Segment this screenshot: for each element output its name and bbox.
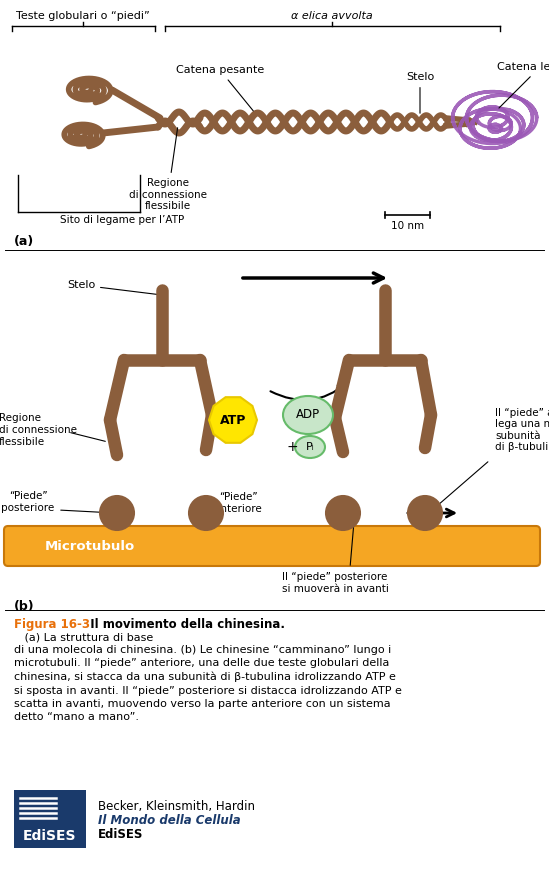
Text: Il “piede” posteriore
si muoverà in avanti: Il “piede” posteriore si muoverà in avan… — [282, 572, 389, 594]
Text: Stelo: Stelo — [67, 280, 159, 295]
Circle shape — [408, 496, 442, 530]
FancyBboxPatch shape — [4, 526, 540, 566]
Text: “Piede”
anteriore: “Piede” anteriore — [214, 492, 262, 514]
Text: Regione
di connessione
flessibile: Regione di connessione flessibile — [0, 414, 77, 446]
Text: Pᵢ: Pᵢ — [306, 442, 315, 452]
Text: Teste globulari o “piedi”: Teste globulari o “piedi” — [16, 11, 150, 21]
Text: (b): (b) — [14, 600, 35, 613]
Text: “Piede”
posteriore: “Piede” posteriore — [2, 491, 54, 513]
Bar — [14, 790, 86, 848]
Text: Catena leggera: Catena leggera — [497, 62, 549, 108]
Text: ADP: ADP — [296, 408, 320, 422]
Text: Il Mondo della Cellula: Il Mondo della Cellula — [98, 814, 240, 827]
Text: Figura 16-3: Figura 16-3 — [14, 618, 90, 631]
Ellipse shape — [283, 396, 333, 434]
Text: ATP: ATP — [220, 414, 246, 427]
Text: Microtubulo: Microtubulo — [45, 539, 135, 553]
Text: Il movimento della chinesina.: Il movimento della chinesina. — [82, 618, 285, 631]
Text: Sito di legame per l’ATP: Sito di legame per l’ATP — [60, 215, 184, 225]
Circle shape — [100, 496, 134, 530]
Ellipse shape — [295, 436, 325, 458]
Text: EdiSES: EdiSES — [23, 829, 77, 843]
Text: 10 nm: 10 nm — [391, 221, 424, 231]
Circle shape — [326, 496, 360, 530]
Text: Stelo: Stelo — [406, 72, 434, 114]
Text: Il “piede” anteriore
lega una nuova
subunità
di β-tubulina: Il “piede” anteriore lega una nuova subu… — [495, 407, 549, 452]
Circle shape — [189, 496, 223, 530]
Text: Regione
di connessione
flessibile: Regione di connessione flessibile — [129, 128, 207, 211]
Text: α elica avvolta: α elica avvolta — [291, 11, 373, 21]
Text: EdiSES: EdiSES — [98, 828, 143, 841]
Text: (a) La struttura di base
di una molecola di chinesina. (b) Le chinesine “cammina: (a) La struttura di base di una molecola… — [14, 632, 402, 722]
Text: (a): (a) — [14, 235, 34, 248]
Text: +: + — [286, 440, 298, 454]
Text: Catena pesante: Catena pesante — [176, 65, 264, 111]
Text: Becker, Kleinsmith, Hardin: Becker, Kleinsmith, Hardin — [98, 800, 255, 813]
